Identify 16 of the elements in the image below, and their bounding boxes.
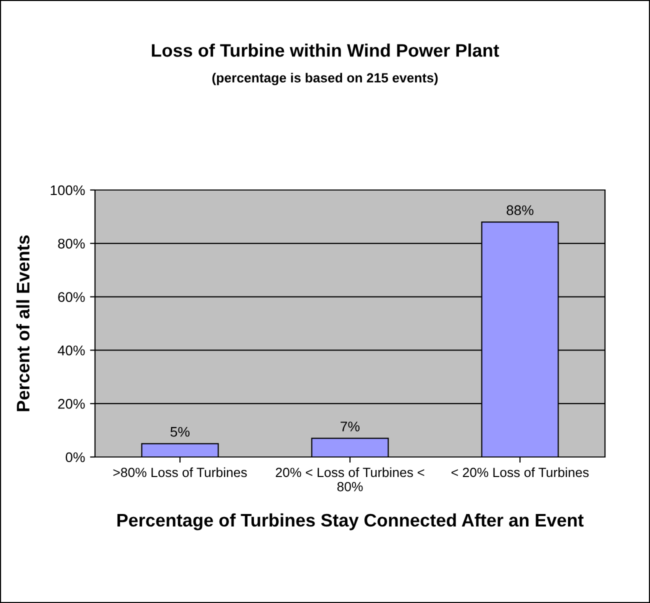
x-tick-label: >80% Loss of Turbines: [113, 467, 247, 478]
chart-subtitle: (percentage is based on 215 events): [212, 72, 438, 86]
y-tick-label: 80%: [58, 238, 85, 249]
x-tick-label: < 20% Loss of Turbines: [452, 467, 589, 478]
x-tick-label: 20% < Loss of Turbines < 80%: [276, 467, 424, 492]
y-tick-label: 60%: [58, 292, 85, 302]
data-label: 7%: [340, 422, 360, 432]
chart-title: Loss of Turbine within Wind Power Plant: [152, 44, 500, 57]
y-tick-label: 100%: [50, 185, 85, 196]
y-tick-label: 0%: [66, 452, 85, 462]
y-tick-label: 40%: [58, 346, 85, 356]
data-label: 5%: [170, 426, 190, 437]
y-tick-label: 20%: [58, 398, 85, 409]
y-axis-title: Percent of all Events: [16, 235, 30, 412]
data-label: 88%: [506, 205, 534, 216]
x-axis-title: Percentage of Turbines Stay Connected After an Event: [117, 513, 584, 530]
